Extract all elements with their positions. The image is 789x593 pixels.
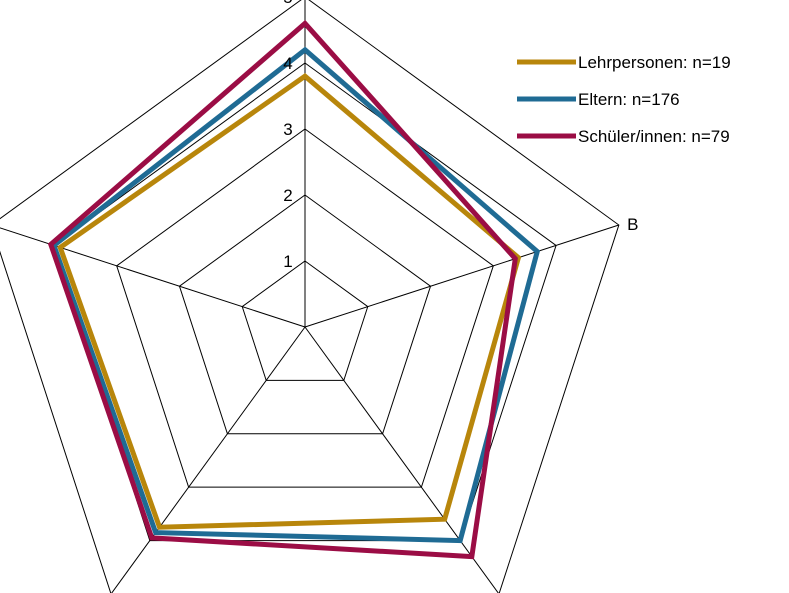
series-line-2: [50, 46, 541, 544]
grid-ring-5: [0, 0, 620, 593]
axis-label-b: B: [627, 215, 638, 234]
legend-label-3: Schüler/innen: n=79: [578, 127, 730, 146]
legend: Lehrpersonen: n=19 Eltern: n=176 Schüler/i…: [517, 53, 731, 146]
axis-spoke-c: [304, 326, 499, 593]
tick-label-3: 3: [283, 120, 292, 139]
grid-ring-3: [116, 128, 494, 488]
radar-labels: ABCDE12345: [283, 0, 638, 271]
axis-spoke-b: [304, 224, 620, 328]
tick-label-1: 1: [283, 252, 292, 271]
tick-label-2: 2: [283, 186, 292, 205]
grid-ring-1: [241, 260, 369, 381]
grid-ring-2: [178, 194, 432, 435]
tick-label-4: 4: [283, 54, 292, 73]
axis-spoke-d: [111, 326, 306, 593]
legend-label-2: Eltern: n=176: [578, 90, 680, 109]
tick-label-5: 5: [283, 0, 292, 7]
axis-spoke-e: [0, 227, 306, 328]
series-line-1: [57, 73, 522, 530]
series-line-3: [47, 19, 518, 560]
radar-series: [47, 19, 541, 560]
legend-label-1: Lehrpersonen: n=19: [578, 53, 731, 72]
